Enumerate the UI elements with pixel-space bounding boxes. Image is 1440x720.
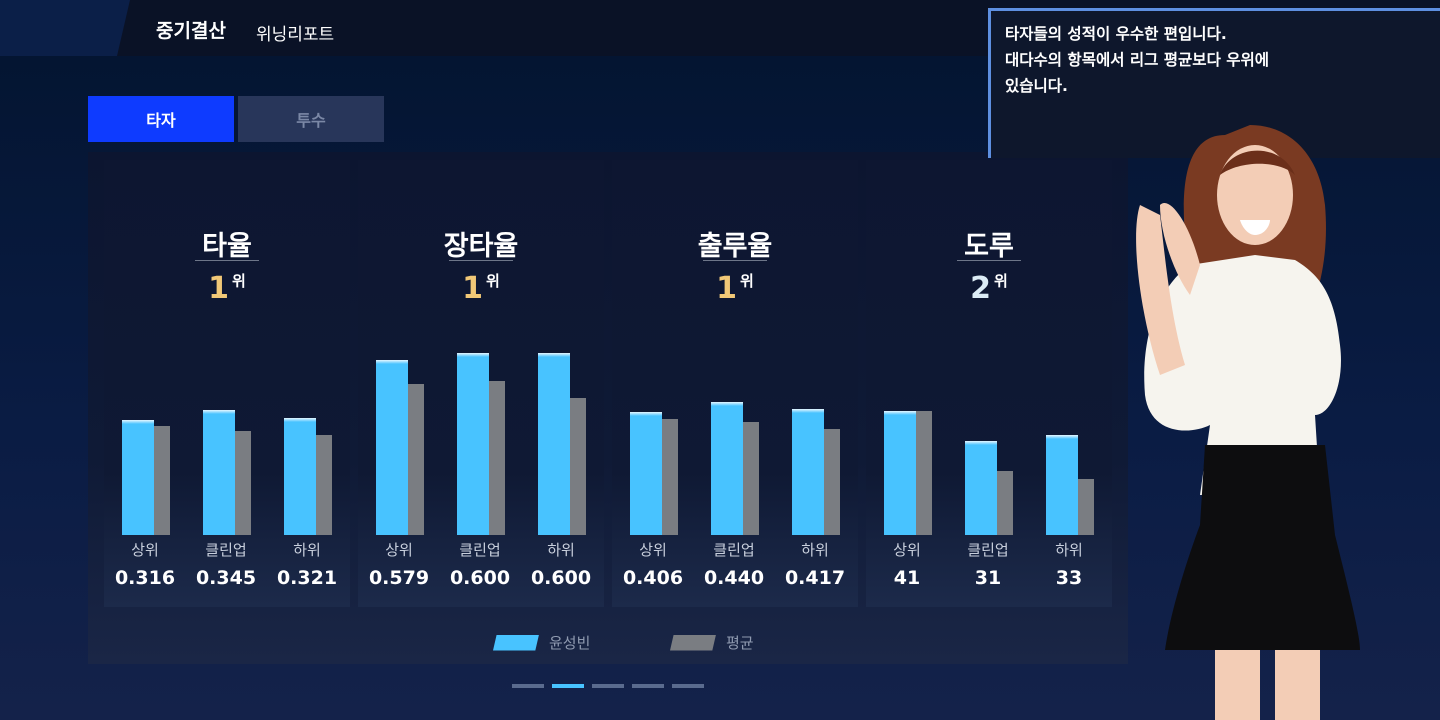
page-indicator[interactable]: [672, 684, 704, 688]
rank-unit: 위: [486, 272, 500, 290]
category-label: 클린업: [967, 541, 1009, 559]
legend-swatch-average: [670, 634, 716, 651]
presenter-image: [1136, 125, 1360, 720]
commentary-line: 대다수의 항목에서 리그 평균보다 우위에: [1005, 51, 1270, 69]
page-indicator[interactable]: [632, 684, 664, 688]
category-label: 상위: [639, 541, 667, 559]
header-accent: [0, 0, 130, 56]
rank-number: 1: [208, 271, 230, 306]
rank-unit: 위: [740, 272, 754, 290]
commentary-line: 있습니다.: [1005, 77, 1068, 95]
rank-number: 1: [716, 271, 738, 306]
bar-average: [997, 471, 1013, 535]
page-indicator[interactable]: [552, 684, 584, 688]
stat-title: 출루율: [697, 231, 773, 262]
value-label: 0.345: [195, 567, 257, 589]
bar-average: [489, 381, 505, 535]
stat-title: 타율: [202, 231, 252, 262]
tab-pitcher[interactable]: 투수: [238, 96, 384, 142]
category-label: 하위: [547, 541, 575, 559]
rank-number: 1: [462, 271, 484, 306]
value-label: 0.406: [622, 567, 684, 589]
legend-label-average: 평균: [726, 634, 754, 652]
bar-player: [711, 401, 743, 535]
tab-batter[interactable]: 타자: [88, 96, 234, 142]
value-label: 0.321: [276, 567, 338, 589]
category-label: 클린업: [205, 541, 247, 559]
bar-player: [630, 411, 662, 535]
commentary-line: 타자들의 성적이 우수한 편입니다.: [1005, 25, 1227, 43]
legend-label-player: 윤성빈: [549, 634, 591, 652]
stat-title: 장타율: [443, 231, 519, 262]
bar-player: [203, 409, 235, 535]
category-label: 클린업: [459, 541, 501, 559]
rank-number: 2: [970, 271, 992, 306]
stat-title: 도루: [964, 231, 1014, 262]
value-label: 0.417: [784, 567, 846, 589]
bar-average: [743, 421, 759, 535]
category-label: 상위: [893, 541, 921, 559]
category-label: 하위: [1055, 541, 1083, 559]
bar-average: [662, 418, 678, 535]
category-label: 하위: [801, 541, 829, 559]
bar-player: [122, 420, 154, 535]
value-label: 0.600: [530, 567, 592, 589]
page-indicator[interactable]: [512, 684, 544, 688]
value-label: 0.579: [368, 567, 430, 589]
bar-average: [824, 428, 840, 535]
bar-average: [316, 435, 332, 535]
value-label: 33: [1055, 567, 1083, 589]
pagination: [512, 684, 704, 688]
bar-average: [154, 426, 170, 535]
legend-player: 윤성빈: [493, 632, 590, 653]
value-label: 0.316: [114, 567, 176, 589]
title-divider: [703, 260, 767, 261]
bar-player: [1046, 435, 1078, 535]
rank-unit: 위: [232, 272, 246, 290]
bar-average: [570, 397, 586, 535]
bar-average: [916, 410, 932, 535]
bar-player: [284, 418, 316, 535]
bar-player: [538, 353, 570, 535]
title-divider: [957, 260, 1021, 261]
page-title: 중기결산: [156, 20, 226, 42]
rank-unit: 위: [994, 272, 1008, 290]
legend-average: 평균: [670, 632, 754, 653]
legend-swatch-player: [493, 634, 539, 651]
value-label: 41: [893, 567, 921, 589]
bar-player: [884, 410, 916, 535]
bar-average: [1078, 478, 1094, 535]
bar-player: [792, 408, 824, 535]
title-divider: [449, 260, 513, 261]
category-label: 상위: [385, 541, 413, 559]
category-label: 하위: [293, 541, 321, 559]
category-label: 클린업: [713, 541, 755, 559]
bar-player: [965, 441, 997, 535]
commentary-bubble: 타자들의 성적이 우수한 편입니다. 대다수의 항목에서 리그 평균보다 우위에…: [988, 8, 1440, 158]
page-subtitle: 위닝리포트: [256, 25, 335, 45]
bar-player: [457, 353, 489, 535]
title-divider: [195, 260, 259, 261]
category-label: 상위: [131, 541, 159, 559]
value-label: 31: [974, 567, 1002, 589]
bar-average: [235, 430, 251, 535]
bar-average: [408, 383, 424, 535]
value-label: 0.600: [449, 567, 511, 589]
value-label: 0.440: [703, 567, 765, 589]
page-indicator[interactable]: [592, 684, 624, 688]
bar-player: [376, 359, 408, 535]
